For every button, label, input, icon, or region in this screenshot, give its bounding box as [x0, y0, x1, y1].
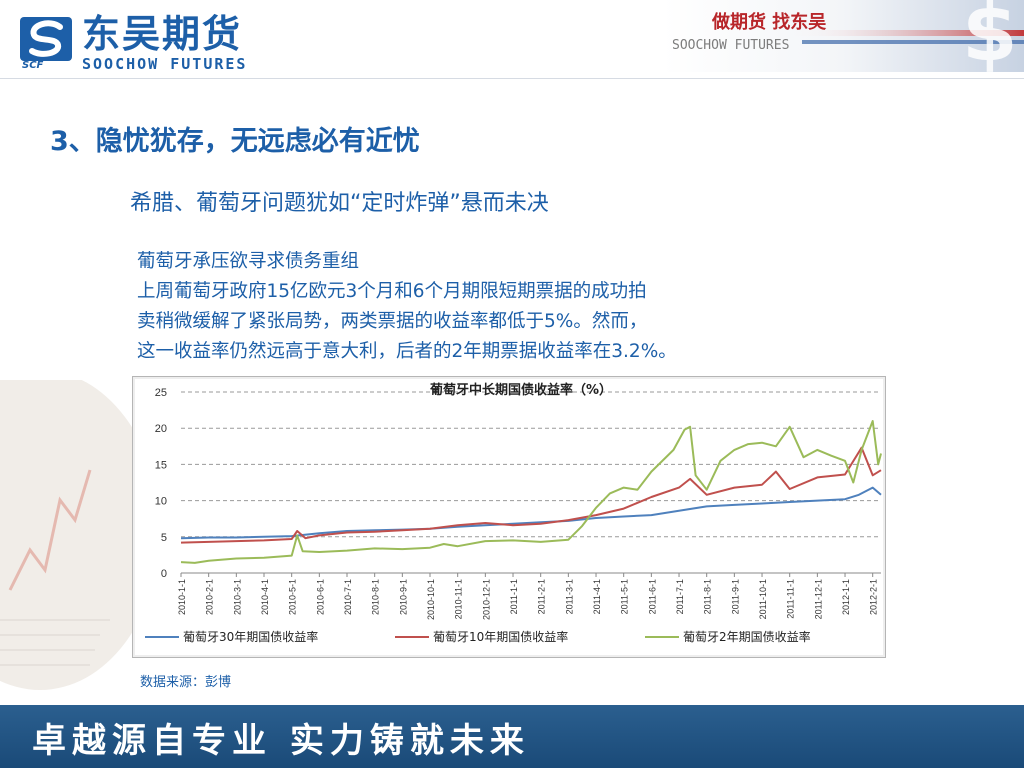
- x-tick-label: 2010-9-1: [398, 579, 408, 615]
- header-banner-graphic: $: [662, 0, 1024, 72]
- x-tick-label: 2010-3-1: [232, 579, 242, 615]
- x-tick-label: 2012-1-1: [841, 579, 851, 615]
- x-tick-label: 2011-1-1: [509, 579, 519, 614]
- x-tick-label: 2010-5-1: [288, 579, 298, 615]
- x-tick-label: 2010-12-1: [481, 579, 491, 620]
- x-tick-label: 2010-11-1: [454, 579, 464, 619]
- x-tick-label: 2011-9-1: [730, 579, 740, 614]
- company-abbr: SCF: [22, 60, 44, 71]
- paragraph-line: 卖稍微缓解了紧张局势，两类票据的收益率都低于5%。然而，: [137, 311, 648, 332]
- x-tick-label: 2010-2-1: [205, 579, 215, 615]
- chart-title: 葡萄牙中长期国债收益率（%）: [429, 382, 612, 398]
- yield-chart-svg: 0 5 10 15 20 25 2010-1-1 2010-2-1 2010-3-1 2010-4…: [145, 382, 882, 644]
- paragraph-line: 葡萄牙承压欲寻求债务重组: [137, 251, 360, 272]
- x-tick-label: 2010-7-1: [343, 579, 353, 615]
- banner-english: SOOCHOW FUTURES: [672, 38, 790, 53]
- x-tick-label: 2011-8-1: [703, 579, 713, 614]
- svg-text:$: $: [962, 0, 1018, 72]
- legend-label: 葡萄牙2年期国债收益率: [683, 629, 811, 644]
- x-tick-label: 2011-6-1: [647, 579, 657, 614]
- y-tick-label: 15: [155, 459, 167, 471]
- x-tick-label: 2011-12-1: [813, 579, 823, 619]
- legend-label: 葡萄牙10年期国债收益率: [433, 629, 568, 644]
- body-paragraph: 葡萄牙承压欲寻求债务重组 上周葡萄牙政府15亿欧元3个月和6个月期限短期票据的成…: [137, 247, 677, 367]
- x-tick-label: 2010-1-1: [177, 579, 187, 615]
- x-tick-label: 2012-2-1: [869, 579, 879, 615]
- y-tick-label: 5: [161, 532, 167, 544]
- series-line: [180, 486, 882, 540]
- x-tick-label: 2011-2-1: [537, 579, 547, 614]
- slogan: 做期货 找东吴: [712, 12, 827, 33]
- x-tick-label: 2010-4-1: [260, 579, 270, 615]
- footer-motto: 卓越源自专业 实力铸就未来: [32, 721, 530, 761]
- y-tick-label: 25: [155, 387, 167, 399]
- x-tick-label: 2010-10-1: [426, 579, 436, 620]
- x-tick-label: 2011-5-1: [620, 579, 630, 614]
- company-name-cn: 东吴期货: [82, 12, 243, 56]
- x-tick-label: 2010-6-1: [315, 579, 325, 615]
- header-divider: [0, 78, 1024, 79]
- series-line: [180, 420, 882, 564]
- newspaper-background-image: [0, 380, 140, 690]
- y-tick-label: 0: [161, 568, 167, 580]
- paragraph-line: 这一收益率仍然远高于意大利，后者的2年期票据收益率在3.2%。: [137, 341, 677, 362]
- x-tick-label: 2011-4-1: [592, 579, 602, 614]
- x-tick-label: 2010-8-1: [371, 579, 381, 615]
- soochow-logo-icon: [20, 17, 72, 61]
- x-tick-label: 2011-11-1: [786, 579, 796, 619]
- slide-subheading: 希腊、葡萄牙问题犹如“定时炸弹”悬而未决: [130, 191, 549, 216]
- x-tick-label: 2011-7-1: [675, 579, 685, 614]
- paragraph-line: 上周葡萄牙政府15亿欧元3个月和6个月期限短期票据的成功拍: [137, 281, 647, 302]
- data-source: 数据来源：彭博: [140, 675, 232, 690]
- y-tick-label: 10: [155, 496, 167, 508]
- x-tick-label: 2011-3-1: [564, 579, 574, 614]
- series-line: [180, 446, 882, 544]
- yield-chart: 0 5 10 15 20 25 2010-1-1 2010-2-1 2010-3-1 2010-4…: [132, 376, 886, 658]
- footer-bar: [0, 705, 1024, 768]
- x-tick-label: 2011-10-1: [758, 579, 768, 619]
- legend-label: 葡萄牙30年期国债收益率: [183, 629, 318, 644]
- slide-heading: 3、隐忧犹存，无远虑必有近忧: [50, 126, 420, 157]
- company-name-en: SOOCHOW FUTURES: [82, 55, 248, 73]
- y-tick-label: 20: [155, 423, 167, 435]
